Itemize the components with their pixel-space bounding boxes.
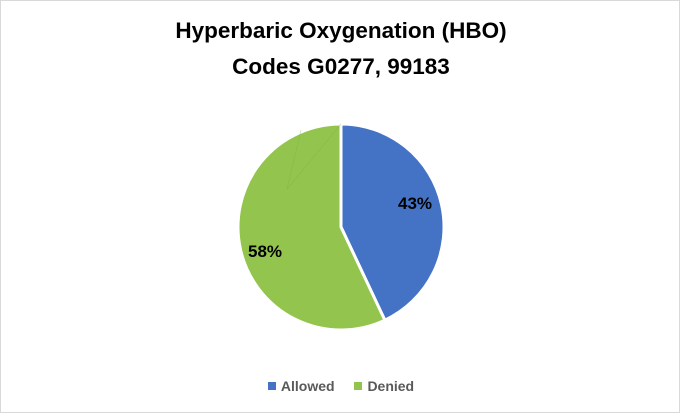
svg-text:58%: 58% xyxy=(248,242,282,261)
svg-text:43%: 43% xyxy=(398,194,432,213)
